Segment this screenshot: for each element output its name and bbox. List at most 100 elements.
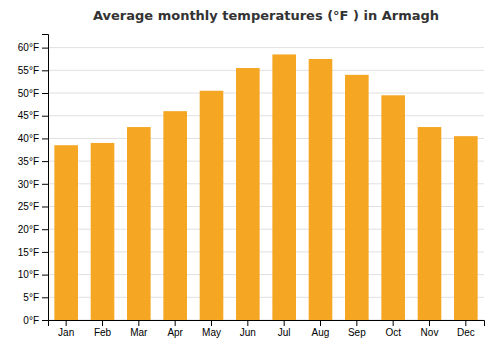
tick-mark (42, 70, 48, 71)
tick-mark (42, 297, 48, 298)
tick-mark (138, 320, 139, 326)
tick-label: Feb (94, 327, 112, 338)
tick-label: 15°F (18, 247, 39, 258)
bar (236, 68, 260, 320)
tick-label: 60°F (18, 42, 39, 53)
tick-mark (42, 138, 48, 139)
tick: Jul (278, 320, 291, 338)
tick-mark (175, 320, 176, 326)
tick-label: Jul (278, 327, 291, 338)
tick-mark (102, 320, 103, 326)
tick: Jun (240, 320, 256, 338)
tick: Jan (58, 320, 74, 338)
tick: 15°F (18, 247, 48, 258)
tick-mark (42, 207, 48, 208)
tick-mark (429, 320, 430, 326)
tick-label: May (202, 327, 221, 338)
bar (163, 111, 187, 320)
tick-mark (42, 229, 48, 230)
bar (309, 59, 333, 320)
tick-mark (284, 320, 285, 326)
tick-label: 10°F (18, 269, 39, 280)
grid-line (48, 70, 484, 71)
tick: Nov (421, 320, 439, 338)
tick-mark (42, 184, 48, 185)
bar (54, 145, 78, 320)
tick: 20°F (18, 224, 48, 235)
bars (54, 54, 477, 320)
tick-mark (247, 320, 248, 326)
tick-label: Jan (58, 327, 74, 338)
tick-label: Sep (348, 327, 366, 338)
tick: 10°F (18, 269, 48, 280)
tick-label: 0°F (23, 315, 39, 326)
bar (345, 75, 369, 320)
tick: Apr (167, 320, 183, 338)
grid (48, 48, 484, 320)
tick: Sep (348, 320, 366, 338)
bar (200, 91, 224, 320)
axis-line (49, 321, 485, 327)
tick: 40°F (18, 133, 48, 144)
tick-label: 40°F (18, 133, 39, 144)
bar (272, 54, 296, 320)
grid-line (48, 93, 484, 94)
tick: 5°F (23, 292, 48, 303)
bar (91, 143, 115, 320)
tick-mark (66, 320, 67, 326)
tick-label: Apr (167, 327, 183, 338)
tick-mark (42, 48, 48, 49)
tick: Aug (312, 320, 330, 338)
bar (418, 127, 442, 320)
tick-label: 45°F (18, 110, 39, 121)
tick: Mar (130, 320, 148, 338)
tick: 60°F (18, 42, 48, 53)
tick: 30°F (18, 179, 48, 190)
tick-label: Dec (457, 327, 475, 338)
tick: 0°F (23, 315, 48, 326)
bar (127, 127, 151, 320)
bar (454, 136, 478, 320)
tick-label: 35°F (18, 156, 39, 167)
tick: 35°F (18, 156, 48, 167)
tick: 50°F (18, 88, 48, 99)
tick-mark (42, 320, 48, 321)
tick-label: 20°F (18, 224, 39, 235)
tick-label: 55°F (18, 65, 39, 76)
tick: Oct (385, 320, 401, 338)
tick-mark (320, 320, 321, 326)
tick-label: 30°F (18, 179, 39, 190)
tick-label: Aug (312, 327, 330, 338)
tick-label: Nov (421, 327, 439, 338)
axis-line (42, 35, 49, 321)
tick: May (202, 320, 221, 338)
tick-label: 25°F (18, 201, 39, 212)
tick: Dec (457, 320, 475, 338)
tick-mark (211, 320, 212, 326)
y-axis: 0°F 5°F 10°F 15°F 20°F 25°F 30°F 35°F 40°F 45°F 50… (18, 35, 49, 326)
tick: 45°F (18, 110, 48, 121)
x-axis: Jan Feb Mar Apr May Jun Jul Aug Sep Oct Nov Dec (49, 320, 485, 338)
tick-label: 5°F (23, 292, 39, 303)
tick-mark (42, 161, 48, 162)
tick-mark (42, 252, 48, 253)
tick-mark (465, 320, 466, 326)
tick: Feb (94, 320, 112, 338)
tick: 25°F (18, 201, 48, 212)
title: Average monthly temperatures (°F ) in Ar… (93, 8, 439, 23)
plot: 0°F 5°F 10°F 15°F 20°F 25°F 30°F 35°F 40°F 45°F 50… (18, 35, 485, 339)
grid-line (48, 115, 484, 116)
bar (381, 95, 405, 320)
tick-mark (393, 320, 394, 326)
tick: 55°F (18, 65, 48, 76)
tick-label: Oct (385, 327, 401, 338)
tick-mark (42, 275, 48, 276)
grid-line (48, 47, 484, 48)
tick-mark (42, 116, 48, 117)
tick-mark (42, 93, 48, 94)
tick-mark (356, 320, 357, 326)
tick-label: Mar (130, 327, 148, 338)
tick-label: Jun (240, 327, 256, 338)
chart: 0°F 5°F 10°F 15°F 20°F 25°F 30°F 35°F 40°F 45°F 50… (0, 0, 500, 350)
tick-label: 50°F (18, 88, 39, 99)
